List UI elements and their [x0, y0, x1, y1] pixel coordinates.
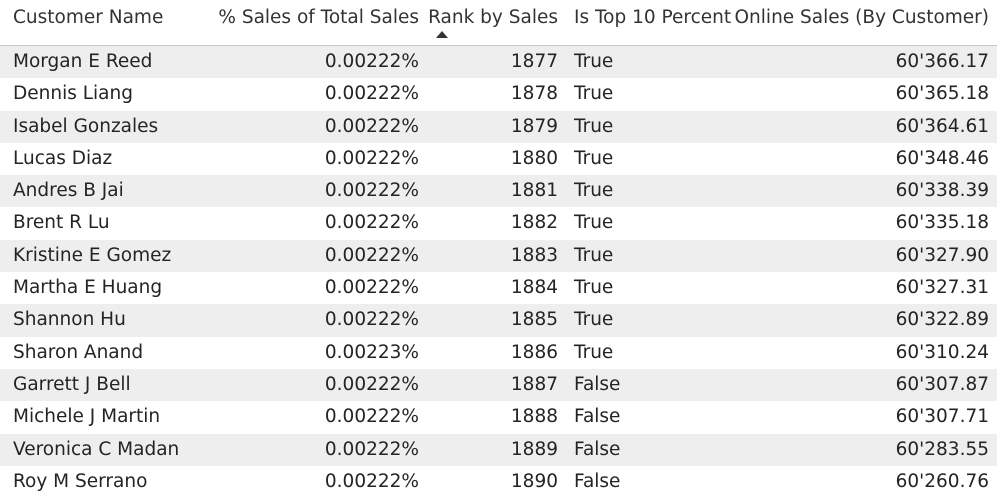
cell-is-top: False — [574, 406, 621, 428]
cell-rank: 1880 — [510, 147, 558, 169]
table-row[interactable]: Dennis Liang 0.00222% 1878 True 60'365.18 — [0, 78, 997, 110]
cell-customer-name: Roy M Serrano — [13, 470, 148, 492]
table-body: Morgan E Reed 0.00222% 1877 True 60'366.17 De… — [0, 46, 997, 498]
cell-pct-sales: 0.00223% — [324, 341, 419, 363]
table-row[interactable]: Morgan E Reed 0.00222% 1877 True 60'366.17 — [0, 46, 997, 79]
cell-customer-name: Shannon Hu — [13, 309, 126, 331]
cell-is-top: True — [574, 212, 614, 234]
table-row[interactable]: Sharon Anand 0.00223% 1886 True 60'310.24 — [0, 337, 997, 369]
header-online-sales[interactable]: Online Sales (By Customer) — [734, 7, 990, 28]
table-row[interactable]: Michele J Martin 0.00222% 1888 False 60'307.… — [0, 401, 997, 433]
header-is-top-10-percent[interactable]: Is Top 10 Percent — [574, 7, 732, 28]
cell-rank: 1890 — [510, 470, 558, 492]
cell-customer-name: Dennis Liang — [13, 83, 133, 105]
cell-customer-name: Lucas Diaz — [13, 147, 113, 169]
cell-pct-sales: 0.00222% — [324, 115, 419, 137]
cell-online-sales: 60'307.71 — [895, 406, 989, 428]
cell-is-top: False — [574, 373, 621, 395]
cell-online-sales: 60'365.18 — [895, 83, 989, 105]
cell-online-sales: 60'310.24 — [895, 341, 989, 363]
cell-rank: 1885 — [510, 309, 558, 331]
table-row[interactable]: Shannon Hu 0.00222% 1885 True 60'322.89 — [0, 304, 997, 337]
cell-customer-name: Isabel Gonzales — [13, 115, 159, 137]
cell-is-top: True — [574, 309, 614, 331]
cell-online-sales: 60'348.46 — [895, 147, 989, 169]
cell-rank: 1878 — [510, 83, 558, 105]
cell-pct-sales: 0.00222% — [324, 212, 419, 234]
cell-online-sales: 60'338.39 — [895, 180, 989, 202]
header-pct-sales[interactable]: % Sales of Total Sales — [218, 7, 419, 28]
cell-pct-sales: 0.00222% — [324, 470, 419, 492]
cell-is-top: True — [574, 115, 614, 137]
table-row[interactable]: Andres B Jai 0.00222% 1881 True 60'338.39 — [0, 175, 997, 208]
cell-pct-sales: 0.00222% — [324, 277, 419, 299]
cell-is-top: True — [574, 51, 614, 72]
cell-pct-sales: 0.00222% — [324, 147, 419, 169]
cell-online-sales: 60'260.76 — [895, 470, 989, 492]
cell-rank: 1883 — [510, 244, 558, 266]
cell-pct-sales: 0.00222% — [324, 83, 419, 105]
cell-customer-name: Michele J Martin — [13, 406, 161, 428]
cell-is-top: True — [574, 147, 614, 169]
cell-is-top: True — [574, 244, 614, 266]
cell-online-sales: 60'322.89 — [895, 309, 989, 331]
table-row[interactable]: Martha E Huang 0.00222% 1884 True 60'327.31 — [0, 272, 997, 304]
cell-online-sales: 60'327.90 — [895, 244, 989, 266]
cell-pct-sales: 0.00222% — [324, 309, 419, 331]
cell-is-top: True — [574, 277, 614, 299]
cell-is-top: True — [574, 83, 614, 105]
cell-online-sales: 60'307.87 — [895, 373, 989, 395]
cell-online-sales: 60'283.55 — [895, 438, 989, 460]
cell-online-sales: 60'364.61 — [895, 115, 989, 137]
cell-pct-sales: 0.00222% — [324, 373, 419, 395]
cell-pct-sales: 0.00222% — [324, 438, 419, 460]
cell-rank: 1886 — [510, 341, 558, 363]
cell-rank: 1888 — [510, 406, 558, 428]
cell-customer-name: Brent R Lu — [13, 212, 110, 234]
cell-pct-sales: 0.00222% — [324, 51, 419, 72]
table-row[interactable]: Veronica C Madan 0.00222% 1889 False 60'283.… — [0, 433, 997, 466]
table-row[interactable]: Lucas Diaz 0.00222% 1880 True 60'348.46 — [0, 143, 997, 175]
header-customer-name[interactable]: Customer Name — [13, 7, 164, 28]
sort-ascending-icon — [436, 31, 448, 38]
cell-rank: 1889 — [510, 438, 558, 460]
cell-rank: 1887 — [510, 373, 558, 395]
cell-rank: 1877 — [510, 51, 558, 72]
table-row[interactable]: Kristine E Gomez 0.00222% 1883 True 60'327.9… — [0, 239, 997, 273]
cell-is-top: False — [574, 470, 621, 492]
cell-pct-sales: 0.00222% — [324, 244, 419, 266]
cell-rank: 1882 — [510, 212, 558, 234]
cell-rank: 1879 — [510, 115, 558, 137]
cell-customer-name: Morgan E Reed — [13, 51, 153, 72]
cell-is-top: True — [574, 341, 614, 363]
cell-rank: 1884 — [510, 277, 558, 299]
cell-rank: 1881 — [510, 180, 558, 202]
cell-customer-name: Garrett J Bell — [13, 373, 131, 395]
table-row[interactable]: Roy M Serrano 0.00222% 1890 False 60'260.76 — [0, 466, 997, 498]
cell-pct-sales: 0.00222% — [324, 406, 419, 428]
cell-online-sales: 60'327.31 — [895, 277, 989, 299]
cell-customer-name: Andres B Jai — [13, 180, 124, 202]
cell-pct-sales: 0.00222% — [324, 180, 419, 202]
cell-is-top: True — [574, 180, 614, 202]
cell-customer-name: Sharon Anand — [13, 341, 144, 363]
cell-customer-name: Veronica C Madan — [13, 438, 180, 460]
header-rank-by-sales[interactable]: Rank by Sales — [428, 7, 558, 28]
table-row[interactable]: Brent R Lu 0.00222% 1882 True 60'335.18 — [0, 207, 997, 239]
cell-customer-name: Kristine E Gomez — [13, 244, 172, 266]
cell-is-top: False — [574, 438, 621, 460]
cell-online-sales: 60'335.18 — [895, 212, 989, 234]
table-row[interactable]: Isabel Gonzales 0.00222% 1879 True 60'364.61 — [0, 110, 997, 143]
table-header: Customer Name % Sales of Total Sales Ran… — [0, 0, 997, 46]
cell-customer-name: Martha E Huang — [13, 277, 163, 299]
cell-online-sales: 60'366.17 — [895, 51, 989, 72]
table-row[interactable]: Garrett J Bell 0.00222% 1887 False 60'307.87 — [0, 368, 997, 402]
